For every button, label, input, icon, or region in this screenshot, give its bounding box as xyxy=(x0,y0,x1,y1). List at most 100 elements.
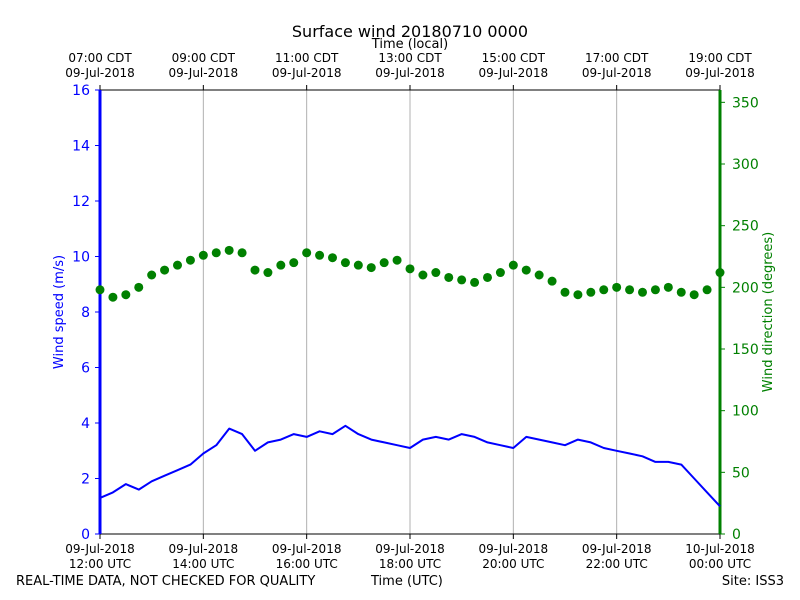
direction-point xyxy=(147,270,157,280)
direction-point xyxy=(612,282,622,292)
direction-point xyxy=(224,245,234,255)
direction-point xyxy=(625,285,635,295)
direction-point xyxy=(495,268,505,278)
direction-point xyxy=(134,282,144,292)
direction-point xyxy=(715,268,725,278)
wind-direction-series xyxy=(95,245,725,302)
left-tick-label: 0 xyxy=(81,527,90,543)
direction-point xyxy=(121,290,131,300)
direction-point xyxy=(185,255,195,265)
chart-title: Surface wind 20180710 0000 xyxy=(292,22,528,41)
top-tick-date: 09-Jul-2018 xyxy=(582,66,652,80)
x-tick-date: 09-Jul-2018 xyxy=(272,542,342,556)
x-tick-time: 22:00 UTC xyxy=(586,557,648,571)
right-tick-label: 0 xyxy=(732,527,741,543)
top-tick-time: 11:00 CDT xyxy=(275,51,339,65)
top-tick-date: 09-Jul-2018 xyxy=(65,66,135,80)
left-tick-label: 2 xyxy=(81,472,90,488)
right-tick-label: 300 xyxy=(732,157,759,173)
direction-point xyxy=(586,287,596,297)
right-tick-label: 200 xyxy=(732,280,759,296)
direction-point xyxy=(483,272,492,282)
direction-point xyxy=(508,260,518,270)
quality-disclaimer: REAL-TIME DATA, NOT CHECKED FOR QUALITY xyxy=(16,574,316,589)
left-tick-label: 4 xyxy=(81,416,90,432)
x-axis-label: Time (UTC) xyxy=(371,574,443,589)
x-tick-date: 10-Jul-2018 xyxy=(685,542,755,556)
top-tick-time: 09:00 CDT xyxy=(172,51,236,65)
direction-point xyxy=(108,292,118,302)
left-axis-label: Wind speed (m/s) xyxy=(52,255,67,369)
x-tick-date: 09-Jul-2018 xyxy=(169,542,239,556)
x-tick-date: 09-Jul-2018 xyxy=(375,542,445,556)
direction-point xyxy=(160,265,170,275)
direction-point xyxy=(470,277,480,287)
top-tick-time: 17:00 CDT xyxy=(585,51,649,65)
direction-point xyxy=(315,250,325,260)
left-tick-label: 8 xyxy=(81,305,90,321)
x-tick-time: 14:00 UTC xyxy=(172,557,234,571)
top-tick-time: 07:00 CDT xyxy=(68,51,132,65)
grid-lines xyxy=(202,90,618,534)
direction-point xyxy=(198,250,208,260)
direction-point xyxy=(173,260,182,270)
direction-point xyxy=(702,285,712,295)
x-tick-time: 00:00 UTC xyxy=(689,557,751,571)
left-tick-label: 6 xyxy=(81,361,90,377)
top-tick-time: 13:00 CDT xyxy=(378,51,442,65)
left-tick-label: 16 xyxy=(72,83,90,99)
x-tick-time: 18:00 UTC xyxy=(379,557,441,571)
right-tick-label: 100 xyxy=(732,404,759,420)
x-tick-time: 16:00 UTC xyxy=(276,557,338,571)
wind-speed-line xyxy=(99,424,721,507)
top-tick-date: 09-Jul-2018 xyxy=(479,66,549,80)
direction-point xyxy=(663,282,673,292)
direction-point xyxy=(340,258,350,268)
direction-point xyxy=(444,272,454,282)
x-tick-time: 12:00 UTC xyxy=(69,557,131,571)
direction-point xyxy=(405,264,415,274)
left-tick-label: 14 xyxy=(72,139,90,155)
top-tick-date: 09-Jul-2018 xyxy=(272,66,342,80)
right-axis-label: Wind direction (degrees) xyxy=(761,232,776,392)
direction-point xyxy=(457,275,467,285)
direction-point xyxy=(638,287,647,297)
direction-point xyxy=(534,270,544,280)
direction-point xyxy=(366,263,376,273)
direction-point xyxy=(560,287,570,297)
x-tick-date: 09-Jul-2018 xyxy=(479,542,549,556)
left-tick-label: 10 xyxy=(72,250,90,266)
right-tick-label: 50 xyxy=(732,465,750,481)
direction-point xyxy=(431,268,441,278)
x-tick-date: 09-Jul-2018 xyxy=(582,542,652,556)
site-label: Site: ISS3 xyxy=(721,574,784,589)
right-tick-label: 250 xyxy=(732,219,759,235)
direction-point xyxy=(353,260,363,270)
top-tick-date: 09-Jul-2018 xyxy=(375,66,445,80)
top-tick-time: 15:00 CDT xyxy=(482,51,546,65)
direction-point xyxy=(573,290,583,300)
top-tick-date: 09-Jul-2018 xyxy=(169,66,239,80)
top-axis-label: Time (local) xyxy=(371,37,448,52)
direction-point xyxy=(237,248,247,258)
direction-point xyxy=(599,285,609,295)
direction-point xyxy=(418,270,428,280)
left-tick-label: 12 xyxy=(72,194,90,210)
direction-point xyxy=(250,265,260,275)
right-tick-label: 350 xyxy=(732,95,759,111)
direction-point xyxy=(392,255,402,265)
direction-point xyxy=(379,258,389,268)
direction-point xyxy=(328,253,337,263)
top-tick-date: 09-Jul-2018 xyxy=(685,66,755,80)
direction-point xyxy=(302,248,312,258)
x-tick-time: 20:00 UTC xyxy=(482,557,544,571)
direction-point xyxy=(211,248,221,258)
direction-point xyxy=(521,265,531,275)
direction-point xyxy=(95,285,105,295)
right-tick-label: 150 xyxy=(732,342,759,358)
direction-point xyxy=(289,258,299,268)
direction-point xyxy=(650,285,660,295)
direction-point xyxy=(276,260,286,270)
